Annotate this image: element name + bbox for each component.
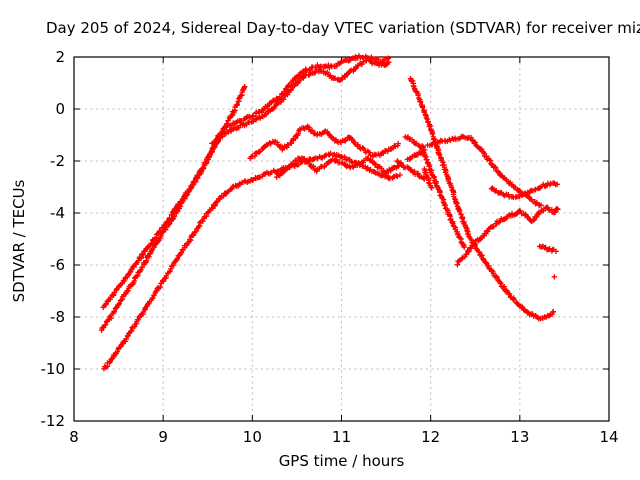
y-tick-label: -12 bbox=[41, 412, 66, 430]
y-tick-label: -4 bbox=[50, 204, 65, 222]
x-tick-label: 11 bbox=[332, 428, 351, 446]
series-mid-wavy-upper bbox=[247, 123, 401, 161]
series-descent-late bbox=[424, 133, 544, 209]
x-tick-label: 14 bbox=[599, 428, 618, 446]
series-riser-high-arc bbox=[100, 53, 392, 311]
x-tick-label: 9 bbox=[158, 428, 168, 446]
series-lone-point bbox=[551, 274, 557, 280]
series-mid-wavy-lower bbox=[274, 155, 404, 180]
y-tick-label: 2 bbox=[55, 48, 65, 66]
x-tick-label: 10 bbox=[243, 428, 262, 446]
series-descent-main bbox=[407, 75, 556, 322]
x-tick-label: 13 bbox=[510, 428, 529, 446]
x-axis-label: GPS time / hours bbox=[278, 452, 405, 470]
series-rising-x bbox=[454, 204, 561, 268]
plot-frame bbox=[73, 56, 610, 422]
series-isolated-blob bbox=[537, 243, 559, 254]
y-tick-label: 0 bbox=[55, 100, 65, 118]
series-flat-u bbox=[488, 180, 560, 200]
y-tick-label: -10 bbox=[41, 360, 66, 378]
x-tick-label: 8 bbox=[69, 428, 79, 446]
series-descent-pair bbox=[419, 143, 467, 250]
chart-title: Day 205 of 2024, Sidereal Day-to-day VTE… bbox=[46, 19, 640, 37]
y-tick-label: -8 bbox=[50, 308, 65, 326]
series-riser-low-arc bbox=[209, 56, 392, 147]
series-cluster-b bbox=[394, 158, 428, 182]
series-cluster-d bbox=[421, 166, 435, 191]
gridlines bbox=[74, 57, 609, 421]
x-tick-label: 12 bbox=[421, 428, 440, 446]
y-tick-label: -6 bbox=[50, 256, 65, 274]
y-tick-label: -2 bbox=[50, 152, 65, 170]
